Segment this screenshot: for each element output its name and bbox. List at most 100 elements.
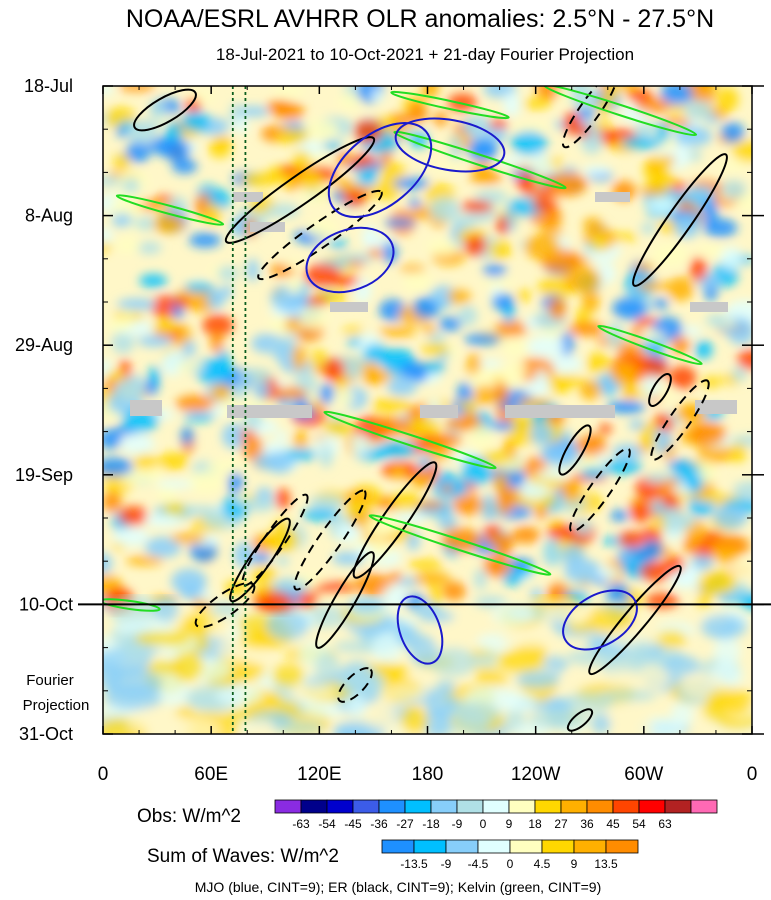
anomaly-blob bbox=[670, 334, 690, 354]
anomaly-blob bbox=[581, 288, 600, 313]
anomaly-blob bbox=[671, 181, 687, 193]
missing-data-patch bbox=[695, 400, 737, 414]
colorbar-swatch bbox=[430, 799, 458, 814]
anomaly-blob bbox=[113, 153, 131, 169]
anomaly-blob bbox=[645, 592, 679, 609]
anomaly-blob bbox=[673, 570, 703, 583]
kelvin-contour bbox=[393, 130, 567, 190]
chart-subtitle: 18-Jul-2021 to 10-Oct-2021 + 21-day Four… bbox=[216, 45, 634, 64]
y-tick-label: 31-Oct bbox=[19, 724, 73, 744]
mjo-contour bbox=[562, 589, 638, 651]
anomaly-blob bbox=[474, 359, 503, 368]
anomaly-blob bbox=[117, 298, 157, 311]
anomaly-blob bbox=[354, 278, 372, 303]
anomaly-blob bbox=[275, 488, 291, 510]
anomaly-blob bbox=[705, 314, 728, 327]
x-tick-label: 120W bbox=[511, 764, 561, 785]
anomaly-blob bbox=[196, 358, 233, 385]
anomaly-blob bbox=[291, 344, 307, 371]
anomaly-blob bbox=[391, 491, 422, 514]
y-tick-label: 29-Aug bbox=[15, 335, 73, 355]
anomaly-blob bbox=[303, 263, 341, 287]
anomaly-blob bbox=[157, 452, 189, 471]
anomaly-blob bbox=[730, 560, 752, 577]
projection-blob bbox=[598, 689, 657, 702]
anomaly-blob bbox=[332, 390, 355, 406]
anomaly-blob bbox=[246, 258, 259, 282]
anomaly-blob bbox=[373, 416, 408, 437]
anomaly-blob bbox=[628, 419, 646, 431]
er-contour bbox=[257, 189, 383, 281]
colorbar-level: 18 bbox=[528, 817, 542, 831]
kelvin-contour bbox=[103, 598, 161, 612]
projection-blob bbox=[528, 710, 589, 729]
projection-blob bbox=[155, 595, 179, 623]
anomaly-blob bbox=[502, 91, 521, 117]
anomaly-blob bbox=[684, 99, 712, 120]
projection-blob bbox=[171, 651, 204, 682]
anomaly-blob bbox=[341, 489, 373, 508]
colorbar-swatch bbox=[612, 799, 640, 814]
waves-colorbar-label: Sum of Waves: W/m^2 bbox=[147, 846, 339, 867]
anomaly-blob bbox=[111, 213, 133, 228]
anomaly-blob bbox=[548, 297, 567, 320]
anomaly-blob bbox=[562, 478, 581, 503]
colorbar-level: 54 bbox=[632, 817, 646, 831]
projection-blob bbox=[271, 663, 305, 688]
x-tick-label: 60E bbox=[194, 764, 228, 785]
anomaly-blob bbox=[440, 483, 454, 493]
projection-blob bbox=[501, 633, 550, 648]
colorbar-level: -27 bbox=[396, 817, 414, 831]
anomaly-blob bbox=[362, 225, 378, 248]
colorbar-level: -18 bbox=[422, 817, 440, 831]
anomaly-blob bbox=[697, 493, 729, 503]
anomaly-blob bbox=[384, 218, 416, 228]
colorbar-swatch bbox=[456, 799, 484, 814]
projection-blob bbox=[630, 714, 653, 734]
anomaly-blob bbox=[238, 368, 273, 383]
anomaly-blob bbox=[111, 331, 135, 354]
anomaly-blob bbox=[269, 578, 309, 593]
anomaly-blob bbox=[469, 114, 491, 133]
anomaly-blob bbox=[576, 125, 590, 138]
kelvin-contour bbox=[542, 86, 698, 137]
er-contour bbox=[352, 461, 438, 579]
anomaly-blob bbox=[133, 473, 160, 483]
anomaly-blob bbox=[287, 278, 303, 294]
anomaly-blob bbox=[103, 552, 112, 574]
anomaly-blob bbox=[301, 119, 340, 141]
anomaly-blob bbox=[606, 582, 630, 606]
anomaly-blob bbox=[133, 453, 158, 472]
anomaly-blob bbox=[579, 380, 602, 401]
projection-blob bbox=[600, 669, 643, 687]
projection-blob bbox=[371, 632, 402, 665]
anomaly-blob bbox=[712, 544, 739, 564]
anomaly-blob bbox=[144, 379, 158, 396]
anomaly-blob bbox=[452, 493, 484, 516]
anomaly-blob bbox=[137, 335, 173, 347]
er-contour bbox=[194, 581, 256, 629]
anomaly-blob bbox=[347, 337, 362, 348]
anomaly-blob bbox=[408, 417, 441, 435]
anomaly-blob bbox=[320, 446, 333, 468]
anomaly-blob bbox=[547, 172, 588, 197]
anomaly-blob bbox=[612, 297, 648, 320]
anomaly-blob bbox=[323, 419, 353, 436]
anomaly-blob bbox=[480, 276, 515, 287]
anomaly-blob bbox=[412, 209, 432, 219]
projection-blob bbox=[541, 604, 591, 622]
kelvin-contour bbox=[115, 194, 225, 226]
anomaly-blob bbox=[371, 397, 411, 413]
obs-anomaly-field bbox=[103, 86, 752, 618]
x-tick-label: 0 bbox=[98, 764, 109, 785]
projection-blob bbox=[435, 680, 457, 694]
chart-title: NOAA/ESRL AVHRR OLR anomalies: 2.5°N - 2… bbox=[126, 5, 714, 33]
anomaly-blob bbox=[379, 163, 407, 182]
colorbar-level: 45 bbox=[606, 817, 620, 831]
projection-blob bbox=[172, 718, 220, 734]
anomaly-blob bbox=[535, 86, 562, 101]
contour-legend: MJO (blue, CINT=9); ER (black, CINT=9); … bbox=[195, 879, 602, 895]
anomaly-blob bbox=[716, 87, 739, 112]
anomaly-blob bbox=[368, 247, 384, 258]
anomaly-blob bbox=[208, 405, 227, 416]
